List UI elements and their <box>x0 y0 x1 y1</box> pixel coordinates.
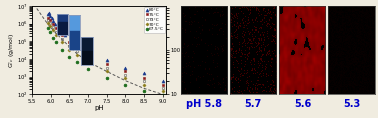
75°C <box>48 19 52 21</box>
70°C <box>74 55 79 56</box>
75°C <box>104 63 109 64</box>
75°C <box>67 41 72 43</box>
70°C <box>86 62 90 63</box>
70°C <box>54 35 59 36</box>
73°C <box>74 51 79 52</box>
80°C <box>51 20 56 22</box>
80°C <box>62 35 67 36</box>
Legend: 80°C, 75°C, 73°C, 70°C, 67.5°C: 80°C, 75°C, 73°C, 70°C, 67.5°C <box>144 7 166 33</box>
75°C <box>86 55 90 56</box>
80°C <box>46 13 50 15</box>
70°C <box>50 29 55 30</box>
80°C <box>104 60 109 61</box>
73°C <box>104 67 109 68</box>
67.5°C <box>86 68 90 70</box>
70°C <box>142 84 146 85</box>
Text: 5.7: 5.7 <box>245 99 262 109</box>
80°C <box>123 67 128 68</box>
75°C <box>123 70 128 71</box>
80°C <box>160 81 165 82</box>
73°C <box>54 32 59 33</box>
75°C <box>160 84 165 85</box>
73°C <box>50 26 55 28</box>
Text: pH 5.8: pH 5.8 <box>186 99 222 109</box>
Line: 75°C: 75°C <box>47 16 164 86</box>
80°C <box>57 27 61 29</box>
80°C <box>48 15 53 16</box>
Line: 80°C: 80°C <box>46 11 164 83</box>
67.5°C <box>74 62 79 63</box>
80°C <box>142 72 146 74</box>
73°C <box>67 45 72 47</box>
Y-axis label: G'$_c$ (g/mol): G'$_c$ (g/mol) <box>7 33 16 68</box>
Text: 5.3: 5.3 <box>343 99 360 109</box>
67.5°C <box>67 56 72 58</box>
67.5°C <box>46 27 50 29</box>
75°C <box>74 47 79 48</box>
73°C <box>46 19 50 21</box>
70°C <box>60 41 64 43</box>
Line: 73°C: 73°C <box>47 19 164 90</box>
80°C <box>50 18 54 19</box>
80°C <box>86 52 90 54</box>
Line: 67.5°C: 67.5°C <box>47 27 164 97</box>
70°C <box>104 70 109 71</box>
67.5°C <box>54 41 59 43</box>
75°C <box>142 77 146 78</box>
80°C <box>47 12 51 13</box>
80°C <box>75 45 80 47</box>
75°C <box>54 27 59 29</box>
X-axis label: pH: pH <box>94 105 104 111</box>
73°C <box>60 39 64 40</box>
75°C <box>46 17 50 18</box>
73°C <box>160 88 165 89</box>
67.5°C <box>60 49 64 51</box>
75°C <box>50 23 55 24</box>
75°C <box>60 35 64 36</box>
Line: 70°C: 70°C <box>47 22 164 92</box>
67.5°C <box>142 90 146 91</box>
73°C <box>123 74 128 75</box>
73°C <box>142 81 146 82</box>
70°C <box>48 25 52 27</box>
67.5°C <box>123 84 128 85</box>
70°C <box>67 49 72 51</box>
70°C <box>46 22 50 24</box>
Text: 5.6: 5.6 <box>294 99 311 109</box>
80°C <box>68 40 73 41</box>
67.5°C <box>50 37 55 38</box>
80°C <box>53 24 57 25</box>
73°C <box>86 58 90 59</box>
67.5°C <box>104 77 109 78</box>
73°C <box>48 22 52 24</box>
67.5°C <box>48 32 52 33</box>
70°C <box>160 90 165 91</box>
67.5°C <box>160 95 165 96</box>
70°C <box>123 77 128 78</box>
